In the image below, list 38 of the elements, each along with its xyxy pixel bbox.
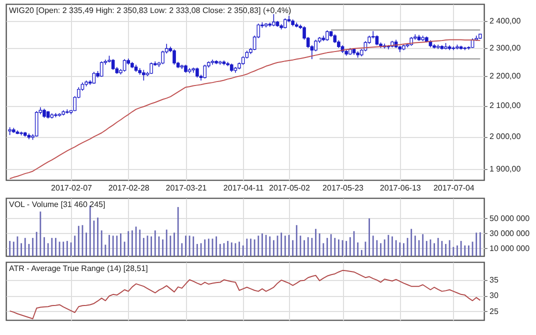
chart-title: VOL - Volume [31 460 245] (9, 200, 106, 209)
x-tick-label: 2017-05-02 (269, 184, 310, 192)
candlestick (34, 110, 38, 138)
x-tick-label: 2017-05-23 (322, 184, 364, 192)
line-series (9, 39, 481, 180)
candlestick (100, 60, 104, 78)
candlestick (196, 67, 199, 78)
chart-title: ATR - Average True Range (14) [28,51] (9, 264, 148, 273)
y-tick-label: 2 200,00 (490, 72, 522, 81)
y-tick-label: 25 (490, 306, 499, 316)
x-tick-label: 2017-04-11 (223, 184, 264, 192)
x-tick-label: 2017-03-21 (166, 184, 208, 192)
y-tick-label: 35 (490, 276, 499, 285)
x-tick-label: 2017-06-13 (380, 184, 422, 192)
candlestick (42, 108, 46, 118)
candlestick (326, 30, 329, 42)
candlestick (142, 69, 146, 81)
y-tick-label: 2 100,00 (490, 101, 522, 110)
y-tick-label: 30 (490, 291, 499, 300)
y-tick-label: 30 000 000 (490, 228, 530, 238)
candlestick (172, 48, 176, 66)
y-tick-label: 50 000 000 (490, 214, 530, 223)
chart-title: WIG20 [Open: 2 335,49 High: 2 350,83 Low: 2 333,08 Close: 2 350,83] (+0,4%) (9, 6, 292, 15)
y-tick-label: 1 900,00 (490, 164, 522, 174)
candlestick (272, 14, 276, 27)
candlestick (375, 35, 379, 46)
y-tick-label: 2 400,00 (490, 16, 522, 26)
y-tick-label: 2 000,00 (490, 132, 522, 142)
candlestick (111, 58, 115, 70)
x-tick-label: 2017-07-04 (433, 184, 475, 192)
y-tick-label: 10 000 000 (490, 244, 530, 253)
x-tick-label: 2017-02-07 (51, 184, 93, 192)
candlestick (203, 64, 206, 79)
y-tick-label: 2 300,00 (490, 43, 522, 52)
candlestick (284, 18, 287, 29)
candlestick (122, 58, 126, 72)
x-tick-label: 2017-02-28 (108, 184, 150, 192)
candlestick (150, 62, 153, 74)
